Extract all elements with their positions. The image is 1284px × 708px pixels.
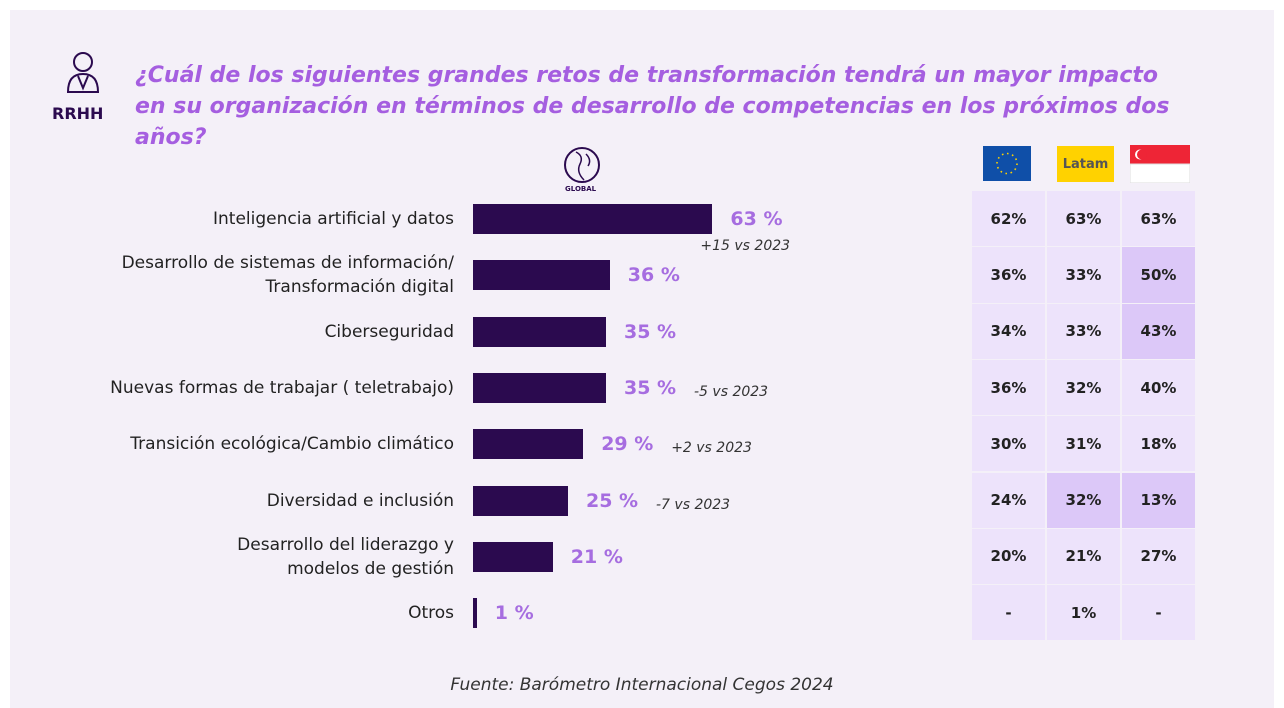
annotation: +2 vs 2023 — [671, 440, 752, 457]
category-label: Transición ecológica/Cambio climático — [130, 434, 454, 455]
category-label: Inteligencia artificial y datos — [213, 209, 454, 230]
table-cell: 32% — [1047, 472, 1120, 528]
table-cell: 27% — [1122, 528, 1195, 585]
value-label: 35 % — [624, 320, 677, 343]
table-cell: 34% — [972, 303, 1045, 359]
globe-icon — [564, 147, 600, 183]
table-cell: 18% — [1122, 416, 1195, 472]
table-cell: 30% — [972, 416, 1045, 472]
value-label: 29 % — [601, 433, 654, 456]
table-cell: 36% — [972, 359, 1045, 416]
annotation: +15 vs 2023 — [700, 238, 791, 255]
table-cell: 36% — [972, 247, 1045, 303]
table-cell: 63% — [1122, 191, 1195, 247]
value-label: 21 % — [570, 545, 623, 568]
table-cell: - — [972, 585, 1045, 641]
eu-flag — [983, 146, 1031, 181]
category-label: Ciberseguridad — [324, 321, 454, 342]
person-icon — [66, 52, 100, 93]
table-cell: 50% — [1122, 247, 1195, 303]
source: Fuente: Barómetro Internacional Cegos 20… — [450, 675, 834, 695]
department: RRHH — [52, 104, 104, 123]
bar — [473, 260, 610, 291]
category-label: Diversidad e inclusión — [266, 490, 454, 511]
table-cell: 31% — [1047, 416, 1120, 472]
value-label: 1 % — [494, 602, 534, 625]
value-label: 25 % — [586, 489, 639, 512]
annotation: -5 vs 2023 — [694, 384, 769, 401]
category-label: Otros — [408, 603, 454, 624]
latam-header: Latam — [1057, 146, 1114, 182]
table-cell: 13% — [1122, 472, 1195, 528]
bar — [473, 373, 606, 404]
table-cell: 32% — [1047, 359, 1120, 416]
value-label: 36 % — [627, 264, 680, 287]
bar — [473, 485, 568, 516]
category-label: Desarrollo de sistemas de información/ T… — [121, 253, 454, 298]
scope-label: GLOBAL — [565, 185, 597, 193]
bar — [473, 316, 606, 347]
bar — [473, 204, 713, 235]
chart-title: ¿Cuál de los siguientes grandes retos de… — [135, 63, 1170, 150]
table-cell: 24% — [972, 472, 1045, 528]
singapore-flag — [1130, 145, 1190, 183]
bar — [473, 541, 553, 572]
table-cell: 1% — [1047, 585, 1120, 641]
bar — [473, 598, 477, 629]
value-label: 35 % — [624, 377, 677, 400]
category-label: Nuevas formas de trabajar ( teletrabajo) — [110, 378, 454, 399]
table-cell: 40% — [1122, 359, 1195, 416]
table-cell: 20% — [972, 528, 1045, 585]
annotation: -7 vs 2023 — [656, 496, 731, 513]
table-cell: 21% — [1047, 528, 1120, 585]
table-cell: 33% — [1047, 247, 1120, 303]
table-cell: 43% — [1122, 303, 1195, 359]
table-cell: 62% — [972, 191, 1045, 247]
table-cell: - — [1122, 585, 1195, 641]
value-label: 63 % — [730, 208, 783, 231]
table-cell: 63% — [1047, 191, 1120, 247]
category-label: Desarrollo del liderazgo y modelos de ge… — [237, 534, 454, 579]
table-cell: 33% — [1047, 303, 1120, 359]
bar — [473, 429, 584, 460]
